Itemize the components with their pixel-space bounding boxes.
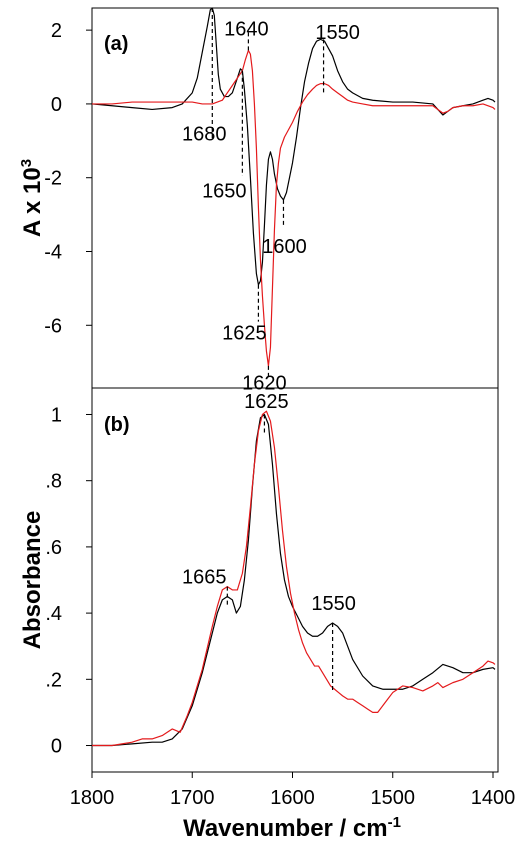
panel-b-series-1-line xyxy=(92,410,496,747)
panel-a-annotation-label-5: 1625 xyxy=(222,323,267,345)
panel-b-y-tick-label-3: .4 xyxy=(45,603,62,625)
panel-a-y-axis-title-text: A x 10 xyxy=(19,167,46,237)
x-tick-label-3: 1500 xyxy=(370,787,415,809)
panel-a-y-axis-title: A x 103 xyxy=(18,159,46,237)
panel-a-y-tick-label-4: -6 xyxy=(44,315,62,337)
x-axis-title-superscript: -1 xyxy=(388,814,401,831)
panel-a-ticks: 2 0 -2 -4 -6 xyxy=(44,20,92,337)
panel-a-y-axis-title-superscript: 3 xyxy=(18,159,35,167)
panel-a-label: (a) xyxy=(104,33,128,55)
panel-a-y-tick-label-3: -4 xyxy=(44,241,62,263)
panel-b-annotation-label-1: 1665 xyxy=(182,567,227,589)
panel-b-series-0-line xyxy=(92,413,496,747)
panel-a-annotation-label-4: 1600 xyxy=(262,236,307,258)
x-axis-ticks: 1800 1700 1600 1500 1400 xyxy=(70,772,515,809)
x-tick-label-1: 1700 xyxy=(170,787,215,809)
panel-a-series xyxy=(91,7,496,367)
panel-b-ticks: 1 .8 .6 .4 .2 0 xyxy=(45,404,92,758)
panel-b-annotation-label-0: 1625 xyxy=(244,391,289,413)
panel-b-y-axis-title: Absorbance xyxy=(19,511,46,650)
panel-a-annotation-label-6: 1620 xyxy=(242,372,287,394)
panel-a-y-tick-label-2: -2 xyxy=(44,168,62,190)
x-tick-label-4: 1400 xyxy=(471,787,516,809)
panel-b-y-tick-label-1: .8 xyxy=(45,471,62,493)
panel-a-annotations: 1680 1640 1550 1650 1600 1625 1620 xyxy=(182,8,360,394)
panel-a-annotation-label-1: 1640 xyxy=(224,18,269,40)
panel-a-annotation-label-2: 1550 xyxy=(315,22,360,44)
panel-b-annotations: 1625 1665 1550 xyxy=(182,391,356,693)
panel-a-y-tick-label-0: 2 xyxy=(51,20,62,42)
panel-b-y-tick-label-5: 0 xyxy=(51,736,62,758)
panel-b-y-tick-label-4: .2 xyxy=(45,669,62,691)
panel-a-frame xyxy=(91,7,499,389)
x-axis-title-text: Wavenumber / cm xyxy=(183,815,388,842)
panel-a-y-tick-label-1: 0 xyxy=(51,94,62,116)
x-tick-label-2: 1600 xyxy=(270,787,315,809)
panel-a-series-0-line xyxy=(91,7,496,286)
panel-a-annotation-label-3: 1650 xyxy=(202,181,247,203)
panel-b-frame xyxy=(91,387,499,773)
panel-a-series-1-line xyxy=(92,49,496,367)
panel-b-label: (b) xyxy=(104,414,130,436)
x-axis-title: Wavenumber / cm-1 xyxy=(183,814,401,842)
panel-b-annotation-label-2: 1550 xyxy=(311,593,356,615)
x-tick-label-0: 1800 xyxy=(70,787,115,809)
panel-b-series xyxy=(92,410,496,747)
panel-a-annotation-label-0: 1680 xyxy=(182,123,227,145)
panel-b-y-tick-label-2: .6 xyxy=(45,537,62,559)
panel-b-y-tick-label-0: 1 xyxy=(51,404,62,426)
